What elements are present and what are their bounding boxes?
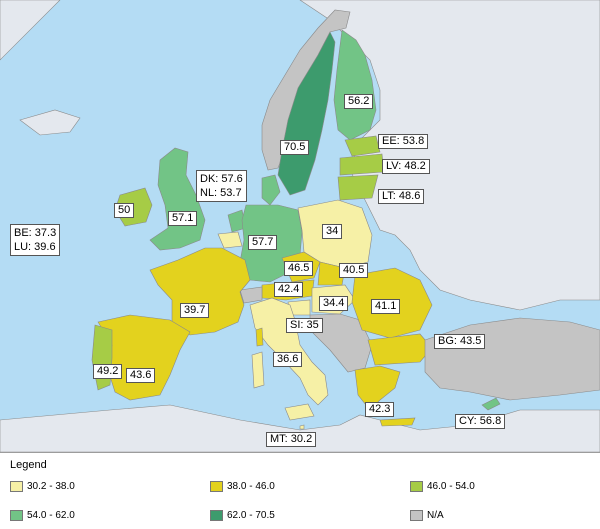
label-greece: 42.3 bbox=[365, 402, 395, 417]
legend-label-2: 38.0 - 46.0 bbox=[227, 481, 275, 492]
country-belgium bbox=[217, 231, 243, 249]
label-slovakia: 40.5 bbox=[339, 263, 369, 278]
country-france bbox=[149, 247, 251, 336]
label-dk-nl: DK: 57.6 NL: 53.7 bbox=[196, 170, 247, 202]
label-finland: 56.2 bbox=[344, 94, 374, 109]
country-switzerland bbox=[239, 286, 263, 304]
label-romania: 41.1 bbox=[371, 299, 401, 314]
country-estonia bbox=[344, 135, 381, 157]
country-finland bbox=[333, 29, 377, 141]
legend-swatch-3 bbox=[410, 481, 423, 492]
label-ireland: 50 bbox=[114, 203, 135, 218]
island-sicily bbox=[284, 403, 315, 421]
label-portugal: 49.2 bbox=[93, 364, 123, 379]
label-lithuania: LT: 48.6 bbox=[378, 189, 425, 204]
country-portugal bbox=[91, 324, 113, 391]
island-crete bbox=[379, 417, 416, 427]
country-italy bbox=[249, 297, 329, 406]
country-turkey bbox=[424, 317, 600, 401]
legend-item-2: 38.0 - 46.0 bbox=[210, 481, 275, 492]
legend-title: Legend bbox=[10, 459, 47, 471]
label-malta: MT: 30.2 bbox=[266, 432, 317, 447]
legend-item-4: 54.0 - 62.0 bbox=[10, 510, 75, 521]
country-malta bbox=[299, 424, 305, 430]
legend-label-5: 62.0 - 70.5 bbox=[227, 510, 275, 521]
label-poland: 34 bbox=[322, 224, 343, 239]
legend-label-3: 46.0 - 54.0 bbox=[427, 481, 475, 492]
label-italy: 36.6 bbox=[273, 352, 303, 367]
region-balkans bbox=[309, 313, 373, 373]
label-bulgaria: BG: 43.5 bbox=[434, 334, 486, 349]
europe-map bbox=[0, 0, 600, 452]
label-france: 39.7 bbox=[180, 303, 210, 318]
country-bulgaria bbox=[367, 333, 433, 366]
legend: Legend 30.2 - 38.0 38.0 - 46.0 46.0 - 54… bbox=[0, 452, 600, 529]
label-belgium: BE: 37.3 bbox=[14, 227, 57, 239]
label-estonia: EE: 53.8 bbox=[378, 134, 429, 149]
label-spain: 43.6 bbox=[126, 368, 156, 383]
island-sardinia bbox=[251, 351, 265, 389]
legend-swatch-4 bbox=[10, 510, 23, 521]
legend-swatch-2 bbox=[210, 481, 223, 492]
label-cyprus: CY: 56.8 bbox=[455, 414, 506, 429]
country-greece bbox=[354, 365, 401, 411]
label-sweden: 70.5 bbox=[280, 140, 310, 155]
legend-label-4: 54.0 - 62.0 bbox=[27, 510, 75, 521]
label-austria: 42.4 bbox=[274, 282, 304, 297]
label-uk: 57.1 bbox=[168, 211, 198, 226]
legend-label-1: 30.2 - 38.0 bbox=[27, 481, 75, 492]
country-cyprus bbox=[481, 397, 501, 411]
label-netherlands: NL: 53.7 bbox=[200, 187, 242, 199]
label-denmark: DK: 57.6 bbox=[200, 173, 243, 185]
legend-item-1: 30.2 - 38.0 bbox=[10, 481, 75, 492]
map-area: 56.2 70.5 EE: 53.8 LV: 48.2 LT: 48.6 DK:… bbox=[0, 0, 600, 452]
country-iceland bbox=[19, 109, 81, 136]
label-slovenia: SI: 35 bbox=[286, 318, 323, 333]
label-luxembourg: LU: 39.6 bbox=[14, 241, 56, 253]
legend-label-6: N/A bbox=[427, 510, 444, 521]
label-hungary: 34.4 bbox=[319, 296, 349, 311]
country-latvia bbox=[339, 153, 385, 176]
label-be-lu: BE: 37.3 LU: 39.6 bbox=[10, 224, 61, 256]
legend-item-5: 62.0 - 70.5 bbox=[210, 510, 275, 521]
island-corsica bbox=[255, 327, 264, 347]
country-denmark bbox=[261, 174, 281, 206]
legend-swatch-5 bbox=[210, 510, 223, 521]
legend-item-6: N/A bbox=[410, 510, 444, 521]
legend-swatch-1 bbox=[10, 481, 23, 492]
label-latvia: LV: 48.2 bbox=[382, 159, 430, 174]
label-czech: 46.5 bbox=[284, 261, 314, 276]
country-lithuania bbox=[337, 174, 379, 201]
label-germany: 57.7 bbox=[248, 235, 278, 250]
legend-swatch-6 bbox=[410, 510, 423, 521]
legend-item-3: 46.0 - 54.0 bbox=[410, 481, 475, 492]
